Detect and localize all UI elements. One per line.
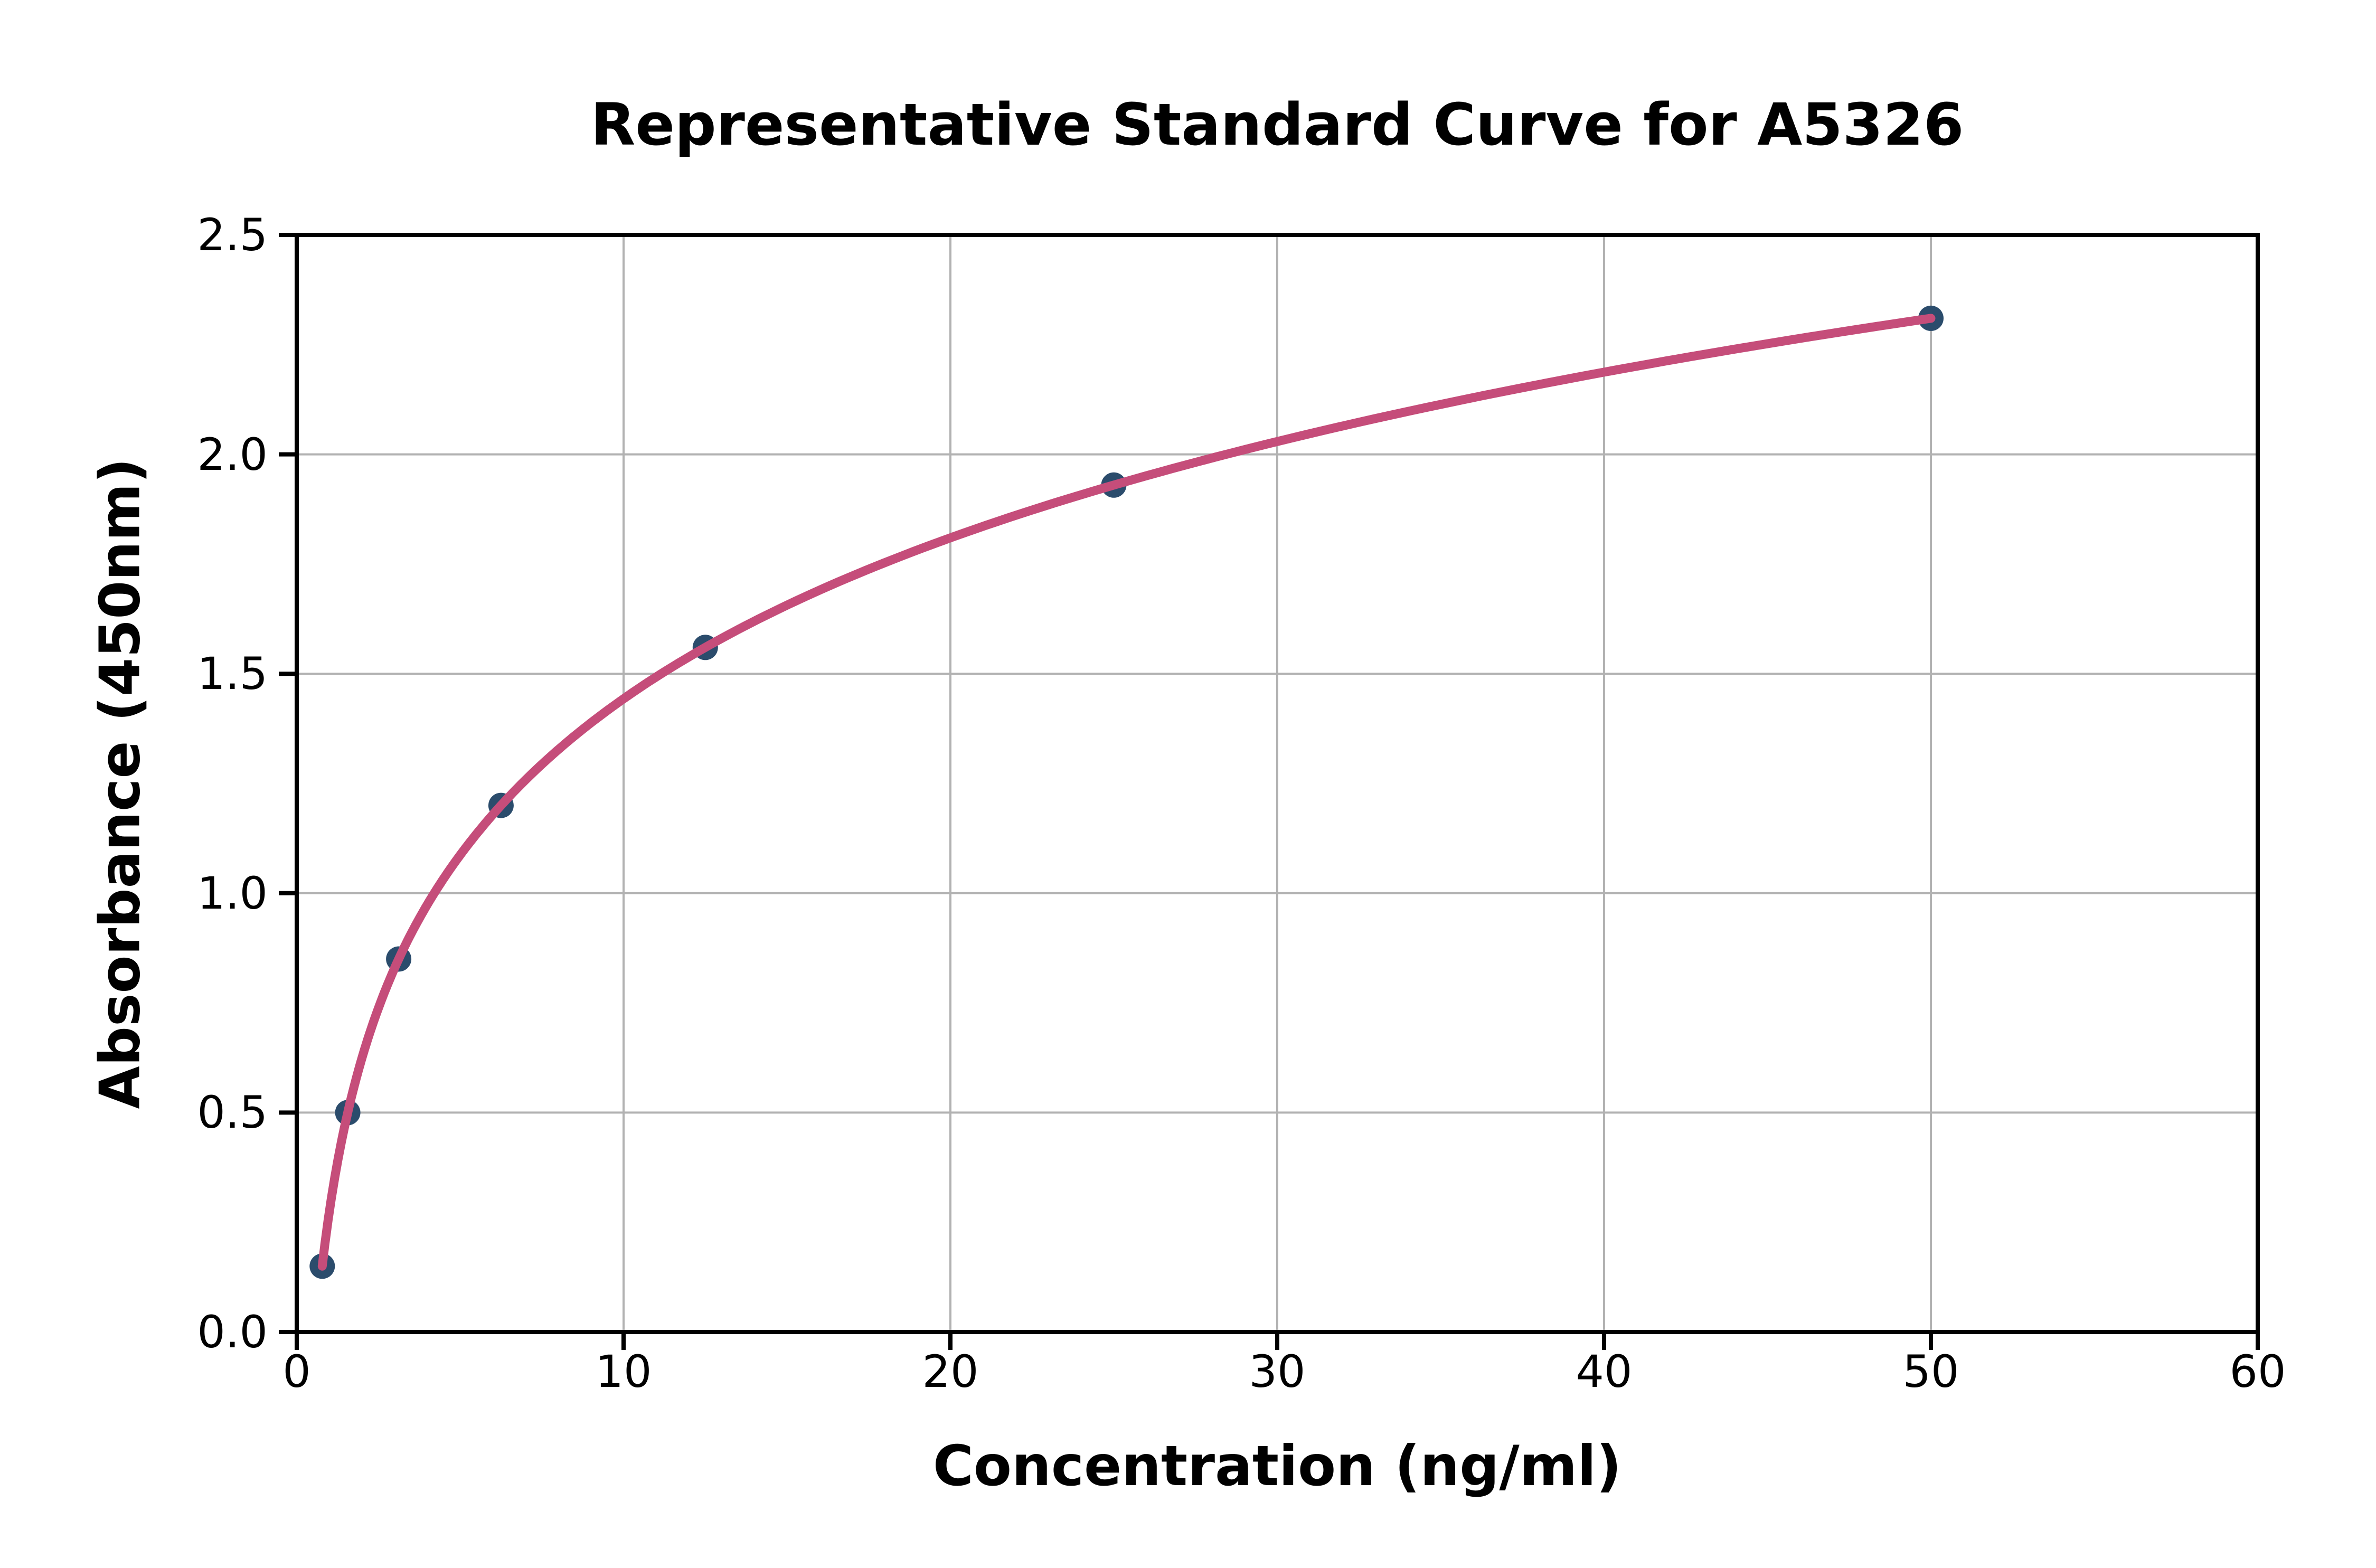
x-axis-label: Concentration (ng/ml): [932, 1434, 1622, 1498]
x-tick-label: 20: [922, 1346, 979, 1397]
x-tick-label: 30: [1249, 1346, 1306, 1397]
y-tick-label: 0.5: [197, 1087, 268, 1139]
y-tick-label: 2.5: [197, 209, 268, 261]
x-tick-label: 40: [1576, 1346, 1633, 1397]
fit-curve: [317, 314, 1936, 1271]
y-axis-label: Absorbance (450nm): [88, 458, 153, 1109]
y-tick-label: 0.0: [197, 1306, 268, 1358]
y-tick-label: 2.0: [197, 428, 268, 480]
chart-title: Representative Standard Curve for A5326: [590, 91, 1964, 158]
x-tick-label: 0: [282, 1346, 311, 1397]
y-tick-label: 1.5: [197, 648, 268, 700]
x-tick-label: 50: [1902, 1346, 1959, 1397]
axes-box: [295, 233, 2260, 1334]
y-tick-label: 1.0: [197, 867, 268, 919]
x-tick-label: 60: [2229, 1346, 2286, 1397]
x-tick-label: 10: [595, 1346, 652, 1397]
